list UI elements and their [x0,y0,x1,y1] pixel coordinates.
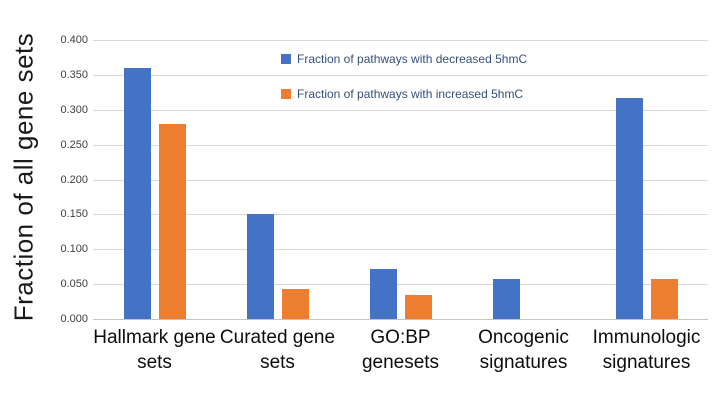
legend-swatch-increased-icon [281,89,291,99]
y-tick-label: 0.050 [60,278,88,291]
legend-item-increased: Fraction of pathways with increased 5hmC [281,87,523,101]
x-category-label: Curated gene sets [219,327,336,374]
gridline [93,74,708,76]
legend-label-decreased: Fraction of pathways with decreased 5hmC [297,52,528,66]
gridline [93,144,708,146]
y-axis-title: Fraction of all gene sets [8,32,39,322]
gridline [93,249,708,251]
legend-label-increased: Fraction of pathways with increased 5hmC [297,87,524,101]
gridline [93,109,708,111]
legend-item-decreased: Fraction of pathways with decreased 5hmC [281,52,527,66]
y-tick-label: 0.250 [60,138,88,151]
x-category-label: GO:BP genesets [361,327,440,374]
legend-swatch-decreased-icon [281,54,291,64]
y-tick-label: 0.200 [60,173,88,186]
x-axis-line [93,319,708,320]
y-tick-label: 0.400 [60,34,88,46]
y-tick-label: 0.000 [60,313,88,325]
y-tick-label: 0.300 [60,103,88,116]
bar-series0-cat0 [123,67,151,319]
bar-series1-cat0 [158,123,186,319]
bar-series1-cat2 [404,294,432,319]
gridline [93,179,708,181]
gridline [93,214,708,216]
x-category-label: Hallmark gene sets [93,327,216,374]
y-tick-label: 0.350 [60,68,88,81]
bar-series0-cat4 [615,97,643,319]
y-tick-label: 0.150 [60,208,88,221]
gridline [93,40,708,41]
gridline [93,284,708,286]
x-category-label: Oncogenic signatures [478,327,569,374]
bar-series0-cat3 [492,278,520,319]
bar-series1-cat4 [650,278,678,319]
y-tick-label: 0.100 [60,243,88,256]
bar-series0-cat1 [246,214,274,319]
bar-series1-cat1 [281,289,309,319]
x-category-label: Immunologic signatures [592,327,701,374]
bar-series0-cat2 [369,268,397,319]
